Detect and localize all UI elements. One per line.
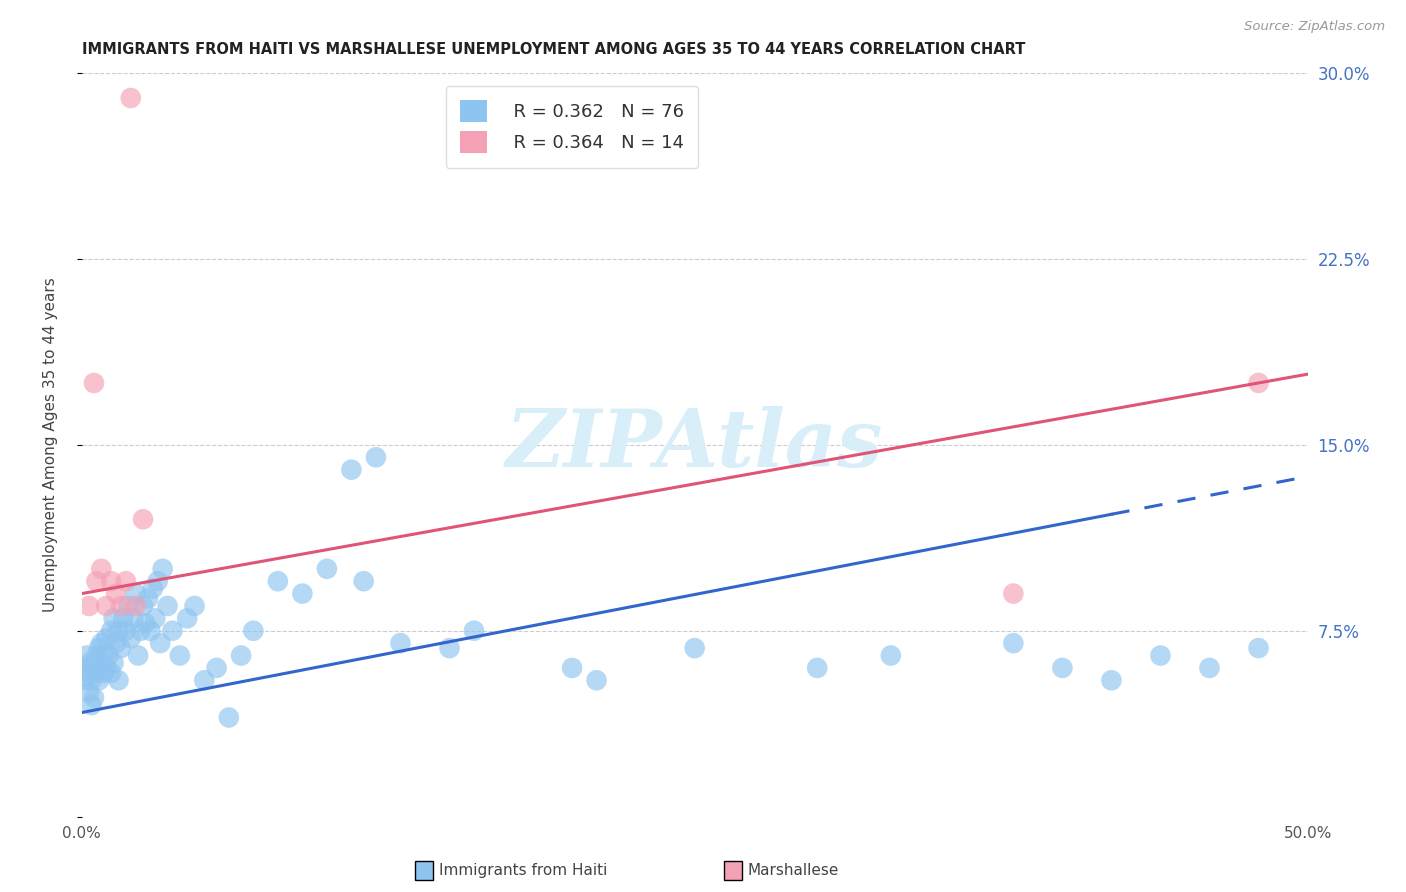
Point (146, 574, 169, 589)
Point (1247, 376, 1270, 390)
Point (806, 661, 828, 675)
Point (76, 661, 98, 675)
Point (1002, 636, 1025, 650)
Text: ZIPAtlas: ZIPAtlas (506, 406, 883, 483)
Point (110, 641, 132, 656)
Point (97, 648, 120, 663)
Point (112, 611, 135, 625)
Point (353, 574, 375, 589)
Point (73, 673, 96, 688)
Point (149, 636, 172, 650)
Point (1198, 661, 1220, 675)
Point (143, 611, 166, 625)
Point (267, 574, 290, 589)
Point (90, 656, 112, 670)
Point (136, 591, 159, 606)
Point (134, 616, 156, 631)
Point (80, 698, 103, 712)
Point (120, 631, 142, 645)
Point (132, 512, 155, 526)
Point (880, 648, 903, 663)
Point (229, 648, 252, 663)
Point (1002, 586, 1025, 600)
Point (1247, 641, 1270, 656)
Point (115, 624, 138, 638)
Point (86, 648, 108, 663)
Point (291, 586, 314, 600)
Point (93, 648, 115, 663)
Point (120, 91, 142, 105)
Point (96, 631, 118, 645)
Point (1052, 661, 1074, 675)
Point (77, 686, 100, 700)
Point (152, 562, 174, 576)
Point (93, 665, 115, 680)
Text: IMMIGRANTS FROM HAITI VS MARSHALLESE UNEMPLOYMENT AMONG AGES 35 TO 44 YEARS CORR: IMMIGRANTS FROM HAITI VS MARSHALLESE UNE… (82, 42, 1025, 57)
Point (103, 611, 125, 625)
Point (96, 661, 118, 675)
Point (169, 648, 191, 663)
Point (156, 599, 179, 613)
Point (86, 574, 108, 589)
Point (77, 599, 100, 613)
Point (83, 376, 105, 390)
Point (103, 656, 125, 670)
Point (107, 624, 129, 638)
Point (127, 648, 149, 663)
Point (86, 665, 108, 680)
Point (129, 624, 152, 638)
Point (105, 636, 128, 650)
Point (100, 665, 122, 680)
Point (76, 648, 98, 663)
Point (176, 611, 198, 625)
Point (80, 673, 103, 688)
Point (340, 463, 363, 477)
Point (77, 665, 100, 680)
Point (162, 624, 184, 638)
Point (139, 624, 162, 638)
Point (364, 450, 387, 465)
Point (142, 582, 165, 596)
Point (83, 690, 105, 705)
Point (105, 586, 128, 600)
Point (316, 562, 339, 576)
Point (107, 673, 129, 688)
Point (585, 673, 607, 688)
Text: Marshallese: Marshallese (748, 863, 839, 878)
Point (96, 599, 118, 613)
Point (193, 673, 215, 688)
Point (132, 599, 155, 613)
Point (561, 661, 583, 675)
Point (242, 624, 264, 638)
Point (77, 656, 100, 670)
Legend:   R = 0.362   N = 76,   R = 0.364   N = 14: R = 0.362 N = 76, R = 0.364 N = 14 (446, 86, 699, 168)
Point (83, 661, 105, 675)
Point (117, 599, 139, 613)
Point (115, 574, 138, 589)
Text: Source: ZipAtlas.com: Source: ZipAtlas.com (1244, 20, 1385, 33)
Point (124, 586, 146, 600)
Point (122, 611, 145, 625)
Text: Immigrants from Haiti: Immigrants from Haiti (439, 863, 607, 878)
Point (218, 710, 240, 724)
Y-axis label: Unemployment Among Ages 35 to 44 years: Unemployment Among Ages 35 to 44 years (44, 277, 58, 612)
Point (683, 641, 706, 656)
Point (183, 599, 205, 613)
Point (463, 624, 485, 638)
Point (1099, 673, 1122, 688)
Point (87, 673, 110, 688)
Point (439, 641, 461, 656)
Point (90, 636, 112, 650)
Point (124, 599, 146, 613)
Point (205, 661, 228, 675)
Point (90, 562, 112, 576)
Point (100, 574, 122, 589)
Point (87, 641, 110, 656)
Point (100, 624, 122, 638)
Point (1149, 648, 1171, 663)
Point (110, 599, 132, 613)
Point (389, 636, 412, 650)
